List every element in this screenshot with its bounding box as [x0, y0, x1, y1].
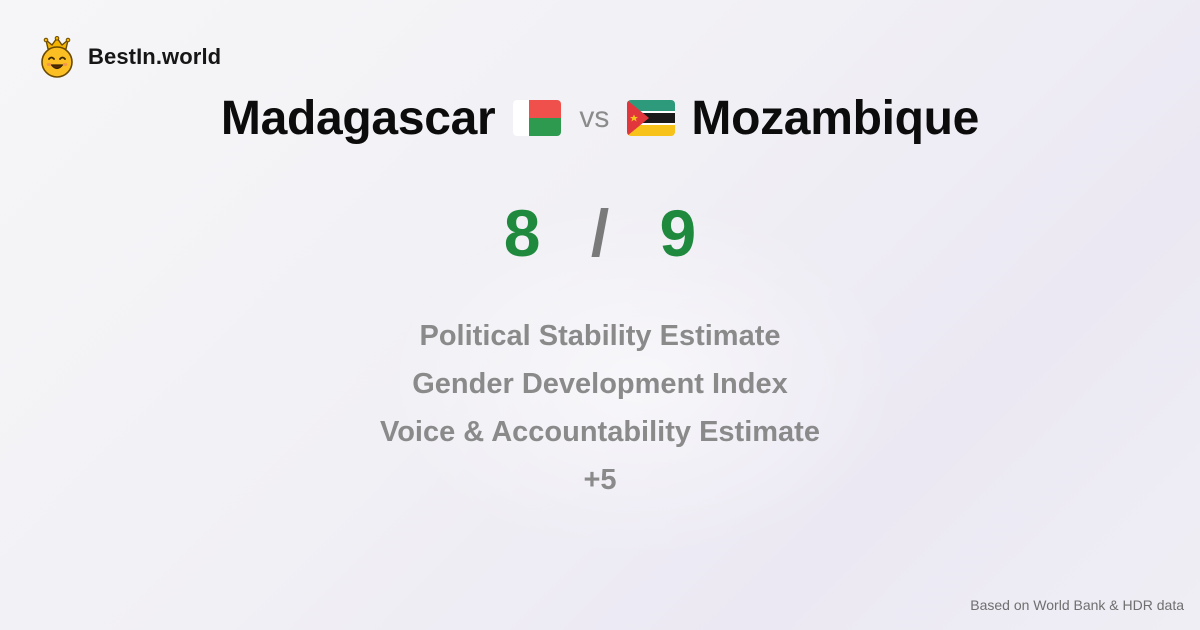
right-country-name: Mozambique: [691, 91, 980, 145]
score-separator: /: [590, 196, 610, 270]
madagascar-flag-icon: [513, 100, 562, 136]
metric-item: Voice & Accountability Estimate: [380, 416, 820, 448]
brand[interactable]: BestIn.world: [38, 36, 221, 78]
left-country-name: Madagascar: [220, 91, 496, 145]
score: 8 / 9: [0, 193, 1200, 273]
brand-name: BestIn.world: [88, 44, 222, 69]
left-score: 8: [503, 196, 541, 270]
data-source-note: Based on World Bank & HDR data: [970, 597, 1184, 613]
right-score: 9: [659, 196, 697, 270]
mozambique-flag-icon: [627, 100, 676, 136]
metric-item: Political Stability Estimate: [419, 320, 781, 352]
metrics-list: Political Stability Estimate Gender Deve…: [0, 312, 1200, 504]
vs-label: vs: [579, 101, 610, 134]
crowned-smiley-icon: [41, 36, 73, 78]
more-metrics-count: +5: [583, 464, 617, 496]
comparison-title: Madagascar vs Mozambique: [0, 86, 1200, 150]
metric-item: Gender Development Index: [412, 368, 788, 400]
